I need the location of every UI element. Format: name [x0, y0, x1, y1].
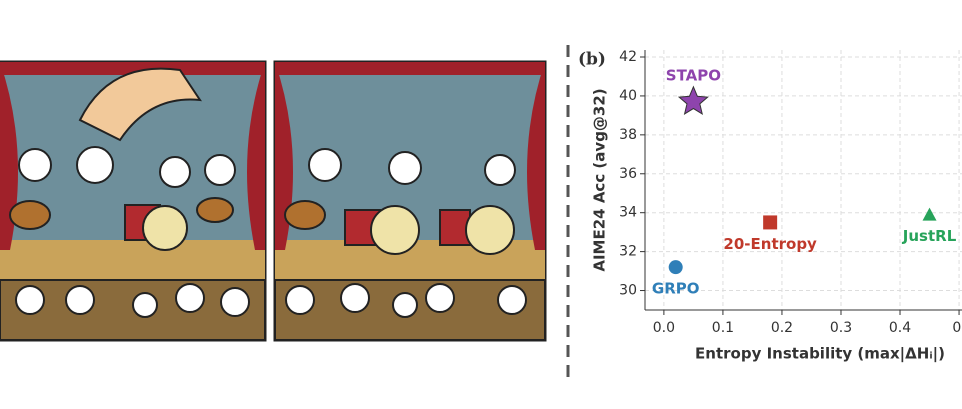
point-label: GRPO [652, 280, 700, 298]
x-axis-label: Entropy Instability (max|ΔHᵢ|) [695, 345, 945, 364]
point [668, 260, 683, 275]
point [763, 215, 778, 230]
x-tick-label: 0.4 [889, 320, 911, 336]
y-tick-label: 38 [619, 127, 637, 143]
x-tick-label: 0.3 [830, 320, 852, 336]
y-tick-label: 40 [619, 88, 637, 104]
y-tick-label: 32 [619, 244, 637, 260]
y-tick-label: 30 [619, 283, 637, 299]
illustration [0, 60, 547, 342]
y-tick-label: 34 [619, 205, 637, 221]
point-label: STAPO [666, 66, 721, 84]
point-label: 20-Entropy [723, 235, 817, 253]
y-tick-label: 36 [619, 166, 637, 182]
y-axis-label: AIME24 Acc (avg@32) [591, 88, 609, 271]
y-tick-label: 42 [619, 49, 637, 65]
point-label: JustRL [902, 227, 957, 245]
x-tick-label: 0.1 [712, 320, 734, 336]
x-tick-label: 0.0 [653, 320, 675, 336]
x-tick-label: 0. [952, 320, 962, 336]
point [922, 207, 937, 221]
x-tick-label: 0.2 [771, 320, 793, 336]
point [677, 85, 709, 115]
panel-label: (b) [578, 50, 606, 70]
